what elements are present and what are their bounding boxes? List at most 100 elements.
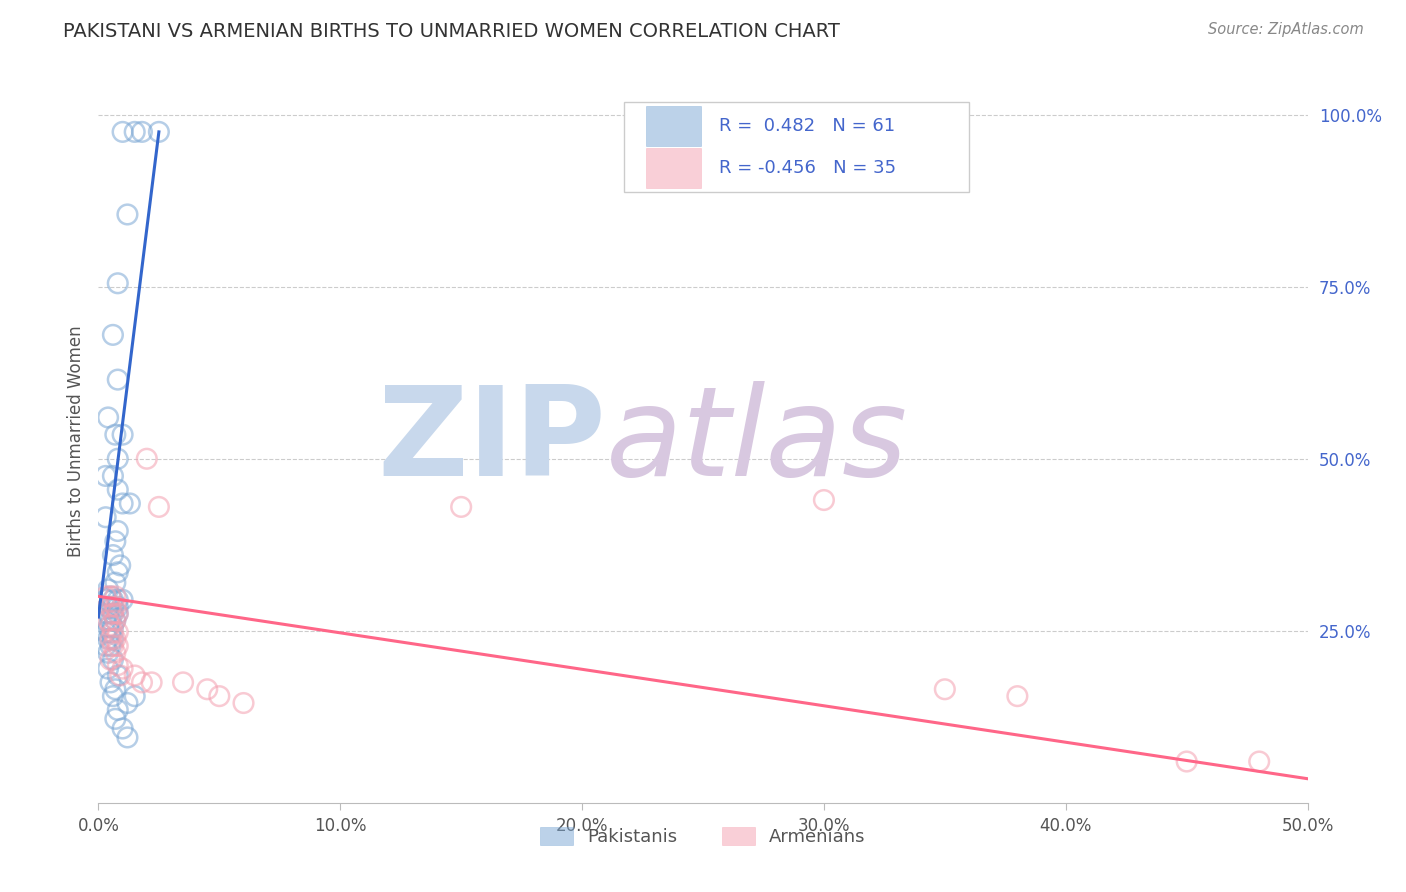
Point [94, 625, 117, 640]
Point [104, 712, 127, 726]
Point [1175, 755, 1198, 769]
Point [104, 575, 127, 590]
Point [100, 590, 122, 604]
Point [107, 373, 129, 387]
Point [111, 496, 134, 510]
Point [101, 599, 124, 614]
Text: R =  0.482   N = 61: R = 0.482 N = 61 [718, 118, 894, 136]
Point [100, 632, 122, 646]
Point [101, 327, 124, 342]
FancyBboxPatch shape [624, 102, 969, 193]
Legend: Pakistanis, Armenians: Pakistanis, Armenians [531, 818, 875, 855]
Point [135, 451, 157, 466]
Text: ZIP: ZIP [378, 381, 606, 502]
Point [94, 510, 117, 524]
Point [100, 614, 122, 628]
Point [232, 696, 254, 710]
Point [117, 207, 139, 221]
Point [111, 125, 134, 139]
Point [100, 590, 122, 604]
Point [101, 548, 124, 562]
Text: R = -0.456   N = 35: R = -0.456 N = 35 [718, 159, 896, 177]
Point [148, 125, 170, 139]
Point [118, 496, 141, 510]
Point [117, 731, 139, 745]
Point [131, 675, 153, 690]
Point [97, 410, 120, 425]
Point [111, 592, 134, 607]
Point [172, 675, 194, 690]
Point [107, 639, 129, 653]
Point [101, 607, 124, 621]
Point [1249, 755, 1271, 769]
Point [208, 689, 231, 703]
Y-axis label: Births to Unmarried Women: Births to Unmarried Women [66, 326, 84, 558]
Point [94, 614, 117, 628]
Point [195, 682, 218, 697]
Point [124, 668, 146, 682]
Point [100, 618, 122, 632]
Point [148, 500, 170, 514]
Point [124, 125, 146, 139]
Point [450, 500, 472, 514]
Point [100, 653, 122, 667]
Point [101, 620, 124, 634]
Point [94, 639, 117, 653]
Point [107, 277, 129, 291]
Point [94, 590, 117, 604]
Text: atlas: atlas [606, 381, 908, 502]
Point [97, 646, 120, 660]
Point [101, 689, 124, 703]
Point [107, 483, 129, 497]
Point [111, 427, 134, 442]
Point [101, 592, 124, 607]
Point [101, 639, 124, 653]
Point [94, 592, 117, 607]
Point [97, 632, 120, 646]
Point [97, 607, 120, 621]
Point [101, 469, 124, 483]
Point [104, 427, 127, 442]
Point [1007, 689, 1029, 703]
Point [107, 592, 129, 607]
Point [100, 625, 122, 640]
Point [107, 625, 129, 640]
Point [141, 675, 163, 690]
Point [107, 607, 129, 621]
Text: PAKISTANI VS ARMENIAN BIRTHS TO UNMARRIED WOMEN CORRELATION CHART: PAKISTANI VS ARMENIAN BIRTHS TO UNMARRIE… [63, 22, 841, 41]
Point [107, 703, 129, 717]
Point [124, 689, 146, 703]
Point [813, 493, 835, 508]
Point [101, 607, 124, 621]
Point [117, 696, 139, 710]
Point [104, 599, 127, 614]
Point [97, 599, 120, 614]
Point [104, 590, 127, 604]
Point [100, 639, 122, 653]
FancyBboxPatch shape [647, 106, 700, 146]
Point [107, 524, 129, 538]
Point [107, 566, 129, 580]
Point [101, 632, 124, 646]
Point [97, 662, 120, 676]
Point [934, 682, 956, 697]
Point [97, 582, 120, 597]
Point [104, 632, 127, 646]
Point [107, 607, 129, 621]
Point [111, 722, 134, 736]
Point [108, 558, 131, 573]
Point [101, 625, 124, 640]
Point [131, 125, 153, 139]
Point [94, 469, 117, 483]
Point [104, 646, 127, 660]
Point [107, 451, 129, 466]
Point [104, 614, 127, 628]
Point [104, 682, 127, 697]
Point [100, 599, 122, 614]
Point [97, 614, 120, 628]
Point [107, 658, 129, 673]
Point [104, 614, 127, 628]
Point [104, 534, 127, 549]
Point [97, 620, 120, 634]
Point [107, 668, 129, 682]
